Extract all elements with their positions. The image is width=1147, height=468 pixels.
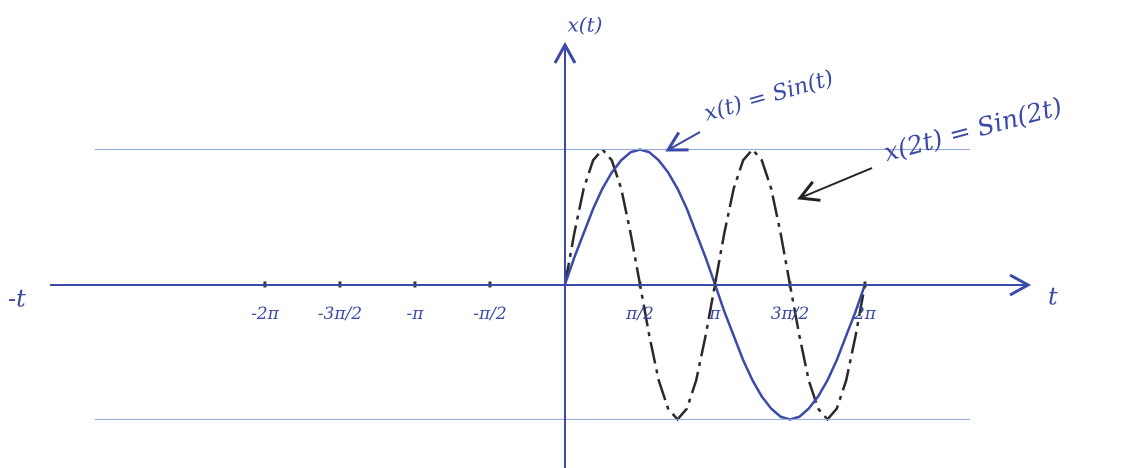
annotation: x(t) = Sin(t) xyxy=(701,66,836,127)
x-tick-label: -π/2 xyxy=(473,304,506,324)
x-tick-label: 2π xyxy=(853,304,877,324)
axis-label: t xyxy=(1048,283,1058,311)
x-tick-label: π xyxy=(708,304,721,324)
x-tick-label: -3π/2 xyxy=(318,304,362,324)
axis-label: x(t) xyxy=(568,13,603,37)
x-tick-label: π/2 xyxy=(625,304,654,324)
x-tick-label: -π xyxy=(406,304,424,324)
annotation-arrow xyxy=(668,132,700,150)
axis-label: -t xyxy=(8,285,26,313)
annotation-arrow xyxy=(800,168,872,198)
page: 2π 3π/2 π π/2 -π/2 -π -3π/2 -2π x(t) t -t x(t) … xyxy=(0,0,1147,468)
x-tick-label: -2π xyxy=(251,304,280,324)
x-tick-label: 3π/2 xyxy=(771,304,810,324)
chart: 2π 3π/2 π π/2 -π/2 -π -3π/2 -2π x(t) t -t x(t) … xyxy=(0,0,1147,468)
annotation: x(2t) = Sin(2t) xyxy=(881,92,1065,167)
